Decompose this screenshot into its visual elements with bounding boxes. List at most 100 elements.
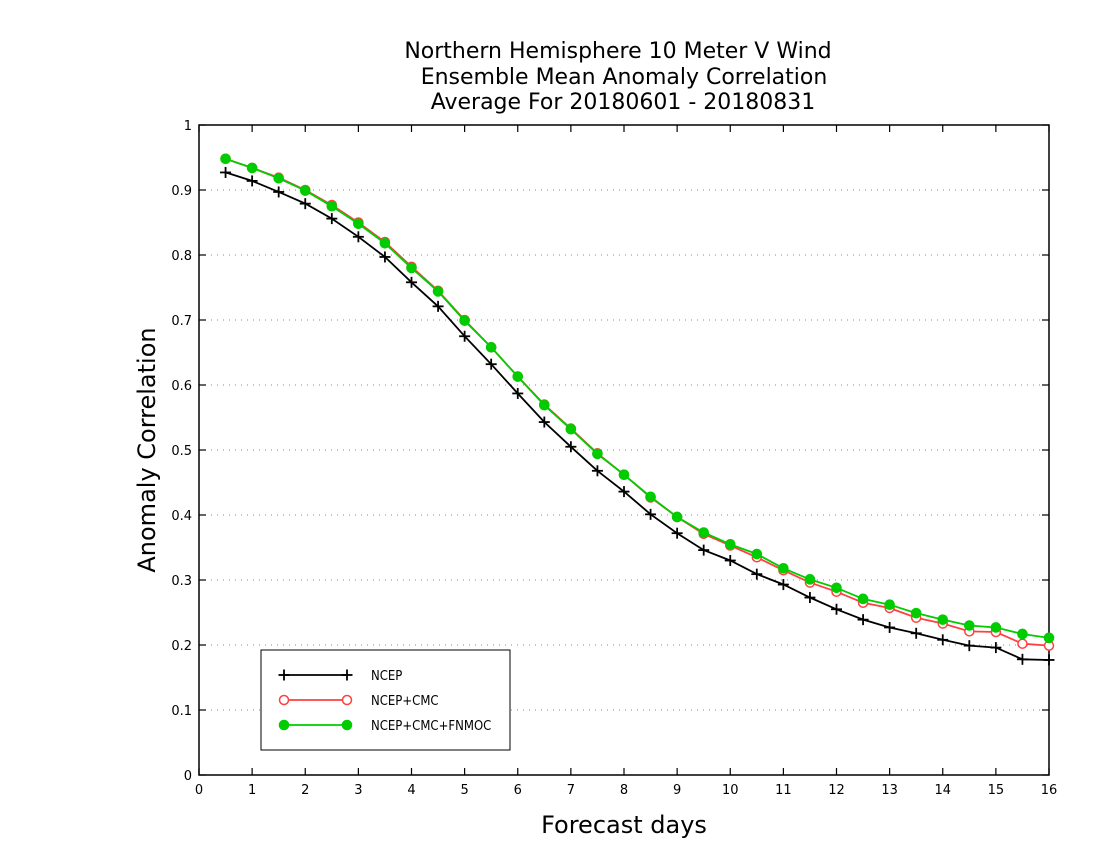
- data-point-ncep: [671, 527, 683, 539]
- y-tick-label: 0.6: [171, 379, 192, 394]
- legend-label: NCEP+CMC+FNMOC: [371, 719, 491, 734]
- data-point-ncep-cmc-fnmoc: [778, 563, 789, 574]
- legend-marker-start: [278, 719, 290, 731]
- data-point-ncep-cmc-fnmoc: [485, 342, 497, 353]
- series-line-ncep: [225, 171, 1050, 661]
- x-tick-label: 4: [407, 783, 415, 798]
- x-tick-label: 9: [673, 783, 681, 798]
- y-tick-label: 0.3: [171, 574, 192, 589]
- legend-marker-start: [278, 694, 290, 706]
- data-point-ncep: [591, 465, 603, 477]
- data-point-ncep-cmc-fnmoc: [273, 173, 284, 184]
- data-point-ncep: [698, 544, 710, 556]
- data-point-ncep-cmc-fnmoc: [884, 599, 895, 611]
- data-point-ncep: [724, 555, 736, 566]
- data-point-ncep: [246, 175, 258, 187]
- data-point-ncep-cmc-fnmoc: [379, 238, 391, 249]
- data-point-ncep: [884, 621, 896, 633]
- x-tick-label: 13: [881, 783, 898, 798]
- data-point-ncep: [990, 642, 1002, 654]
- y-tick-label: 0.2: [171, 639, 192, 654]
- y-tick-label: 1: [184, 119, 192, 134]
- data-point-ncep-cmc-fnmoc: [831, 582, 842, 594]
- data-point-ncep: [220, 166, 232, 178]
- x-tick-label: 14: [934, 783, 951, 798]
- legend-item-ncep-cmc-fnmoc: NCEP+CMC+FNMOC: [278, 719, 491, 734]
- data-point-ncep: [777, 579, 789, 591]
- x-tick-label: 0: [195, 783, 203, 798]
- data-point-ncep-cmc-fnmoc: [246, 162, 258, 174]
- data-point-ncep: [485, 358, 497, 370]
- x-tick-label: 2: [301, 783, 309, 798]
- x-tick-label: 12: [828, 783, 845, 798]
- data-point-ncep: [432, 300, 444, 312]
- legend-marker-end: [341, 719, 353, 731]
- data-point-ncep: [565, 441, 577, 453]
- legend-marker-end: [341, 694, 353, 706]
- data-series: [220, 153, 1055, 666]
- data-point-ncep: [937, 634, 949, 646]
- x-tick-label: 16: [1041, 783, 1058, 798]
- x-tick-label: 6: [514, 783, 522, 798]
- data-point-ncep-cmc-fnmoc: [698, 527, 709, 538]
- data-point-ncep: [406, 276, 417, 288]
- data-point-ncep: [299, 198, 311, 210]
- data-point-ncep: [1043, 654, 1055, 666]
- x-tick-label: 5: [460, 783, 468, 798]
- series-line-ncep-cmc: [225, 157, 1050, 647]
- data-point-ncep: [804, 592, 816, 604]
- chart-title-line-1: Northern Hemisphere 10 Meter V Wind: [404, 39, 831, 64]
- data-point-ncep: [910, 627, 922, 639]
- legend-marker-end: [341, 669, 353, 681]
- data-point-ncep: [512, 387, 524, 399]
- series-ncep-cmc-fnmoc: [220, 153, 1055, 644]
- data-point-ncep-cmc-fnmoc: [1017, 628, 1028, 640]
- data-point-ncep-cmc-fnmoc: [459, 315, 470, 326]
- data-point-ncep-cmc-fnmoc: [592, 448, 603, 460]
- y-tick-label: 0: [184, 769, 192, 784]
- legend-marker-start: [278, 669, 290, 681]
- data-point-ncep: [326, 213, 338, 225]
- data-point-ncep-cmc-fnmoc: [512, 371, 524, 382]
- data-point-ncep-cmc-fnmoc: [990, 622, 1002, 633]
- data-point-ncep: [645, 508, 657, 520]
- legend-item-ncep: NCEP: [278, 669, 402, 684]
- grid-lines: [199, 189, 1049, 711]
- x-tick-label: 8: [620, 783, 628, 798]
- data-point-ncep-cmc-fnmoc: [565, 423, 577, 435]
- x-axis-label: Forecast days: [541, 811, 707, 839]
- x-tick-label: 3: [354, 783, 362, 798]
- x-tick-label: 10: [722, 783, 739, 798]
- data-point-ncep: [618, 486, 630, 498]
- y-tick-label: 0.8: [171, 249, 192, 264]
- series-ncep: [220, 166, 1055, 666]
- x-tick-label: 7: [567, 783, 575, 798]
- y-tick-label: 0.5: [171, 444, 192, 459]
- data-point-ncep: [963, 640, 975, 652]
- data-point-ncep-cmc-fnmoc: [671, 511, 683, 523]
- chart-title-line-3: Average For 20180601 - 20180831: [431, 90, 816, 115]
- y-tick-label: 0.7: [171, 314, 192, 329]
- y-tick-label: 0.9: [171, 184, 192, 199]
- data-point-ncep-cmc-fnmoc: [618, 469, 630, 481]
- data-point-ncep: [857, 614, 869, 626]
- data-point-ncep-cmc-fnmoc: [539, 399, 550, 411]
- data-point-ncep: [273, 186, 285, 198]
- y-tick-label: 0.1: [171, 704, 192, 719]
- data-point-ncep-cmc-fnmoc: [751, 548, 763, 560]
- data-point-ncep: [831, 603, 842, 615]
- data-point-ncep-cmc-fnmoc: [406, 262, 417, 274]
- data-point-ncep-cmc-fnmoc: [645, 491, 656, 503]
- legend: NCEP NCEP+CMC NCEP+CMC+FNMOC: [260, 649, 511, 751]
- data-point-ncep: [538, 416, 550, 428]
- chart-title-line-2: Ensemble Mean Anomaly Correlation: [421, 65, 828, 90]
- data-point-ncep-cmc-fnmoc: [857, 593, 869, 605]
- data-point-ncep: [379, 251, 391, 263]
- data-point-ncep: [1016, 653, 1028, 665]
- data-point-ncep-cmc-fnmoc: [804, 574, 816, 585]
- data-point-ncep-cmc-fnmoc: [220, 153, 231, 165]
- data-point-ncep-cmc-fnmoc: [910, 607, 922, 619]
- y-axis-label: Anomaly Correlation: [133, 327, 161, 572]
- legend-item-ncep-cmc: NCEP+CMC: [278, 694, 439, 709]
